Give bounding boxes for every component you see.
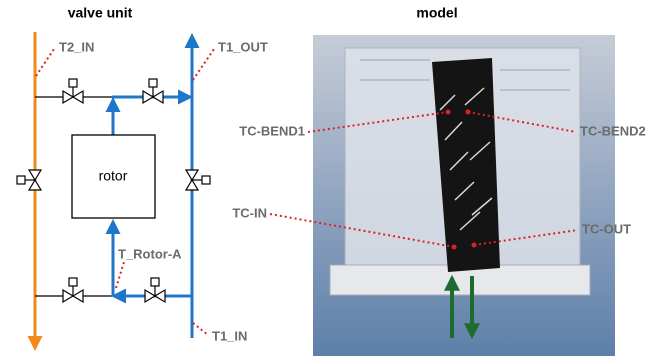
model-photo (270, 35, 615, 356)
sensor-label: T_Rotor-A (118, 246, 182, 261)
rotor-label: rotor (99, 168, 128, 184)
panel-title: model (416, 5, 457, 21)
sensor-label: TC-BEND1 (239, 123, 305, 138)
sensor-label: TC-BEND2 (580, 123, 646, 138)
sensor-label: T1_OUT (218, 39, 268, 54)
sensor-label: TC-OUT (582, 221, 631, 236)
sensor-label: T1_IN (212, 328, 247, 343)
sensor-label: T2_IN (59, 39, 94, 54)
panel-title: valve unit (68, 5, 133, 21)
figure: valve unit model rotor T2_IN T1_OUT T_Ro… (0, 0, 662, 356)
schematic (17, 32, 214, 348)
sensor-label: TC-IN (232, 205, 267, 220)
